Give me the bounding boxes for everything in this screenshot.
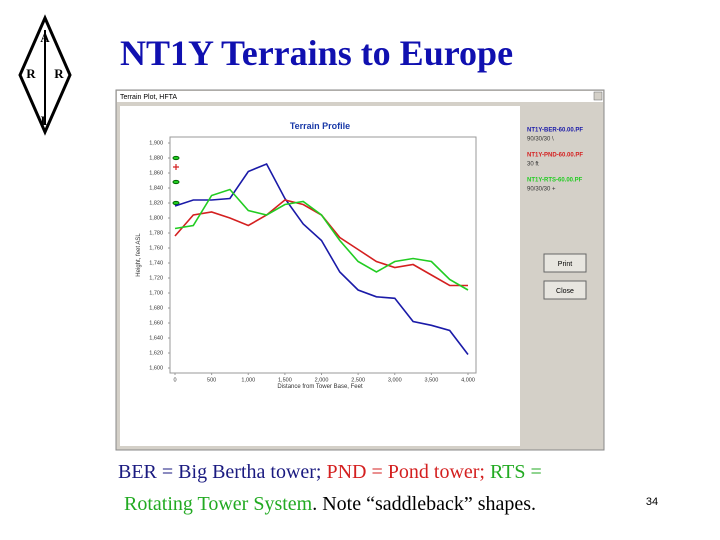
x-tick-label: 3,500 [424,377,438,383]
caption-part: Rotating Tower System [124,493,313,515]
y-tick-label: 1,880 [149,155,163,161]
button-label: Close [556,288,574,295]
x-axis-label: Distance from Tower Base, Feet [277,384,363,390]
close-icon[interactable] [593,91,603,101]
y-tick-label: 1,860 [149,170,163,176]
logo-letter: R [26,66,36,81]
x-tick-label: 500 [207,377,216,383]
print-button[interactable] [543,253,587,273]
slide-title: NT1Y Terrains to Europe [120,33,513,73]
y-tick-label: 1,900 [149,140,163,146]
x-tick-label: 2,500 [351,377,365,383]
plot-frame [169,136,477,374]
legend-note: 30 ft [527,162,539,168]
caption-line: BER = Big Bertha tower; PND = Pond tower… [118,461,542,483]
y-tick-label: 1,820 [149,200,163,206]
y-tick-label: 1,620 [149,350,163,356]
x-tick-label: 1,500 [278,377,292,383]
caption-part: RTS = [490,461,542,483]
y-tick-label: 1,640 [149,335,163,341]
legend-note: 90/30/30 \ [527,137,554,143]
logo-letter: A [40,30,50,45]
y-tick-label: 1,600 [149,365,163,371]
y-tick-label: 1,660 [149,320,163,326]
y-tick-label: 1,840 [149,185,163,191]
series-line [174,162,469,355]
legend-entry: NT1Y-RTS-60.00.PF [527,178,583,184]
y-tick-label: 1,700 [149,290,163,296]
antenna-markers [172,155,180,206]
logo-letter: L [41,113,50,128]
y-tick-label: 1,720 [149,275,163,281]
y-tick-label: 1,780 [149,230,163,236]
button-label: Print [558,261,572,268]
x-tick-label: 2,000 [315,377,329,383]
caption-line: Rotating Tower System. Note “saddleback”… [124,493,536,515]
x-tick-label: 4,000 [461,377,475,383]
y-axis-label: Height, feet ASL [136,233,142,277]
y-tick-label: 1,800 [149,215,163,221]
logo-letter: R [54,66,64,81]
x-tick-label: 3,000 [388,377,402,383]
legend-entry: NT1Y-PND-60.00.PF [527,153,583,159]
series-line [174,188,469,291]
close-button[interactable] [543,280,587,300]
caption-part: BER = Big Bertha tower; [118,461,321,483]
caption-part: . Note “saddleback” shapes. [312,493,536,515]
x-tick-label: 0 [173,377,176,383]
title-bar [117,91,603,102]
x-tick-label: 1,000 [241,377,255,383]
legend-entry: NT1Y-BER-60.00.PF [527,128,583,134]
chart-area [120,106,520,446]
caption-part: PND = Pond tower; [326,461,485,483]
legend-note: 90/30/30 + [527,187,556,193]
y-tick-label: 1,760 [149,245,163,251]
y-tick-label: 1,680 [149,305,163,311]
chart-title: Terrain Profile [290,121,350,131]
logo: A R R L [18,14,72,136]
y-tick-label: 1,740 [149,260,163,266]
page-number: 34 [646,496,658,508]
window-title: Terrain Plot, HFTA [120,94,177,101]
